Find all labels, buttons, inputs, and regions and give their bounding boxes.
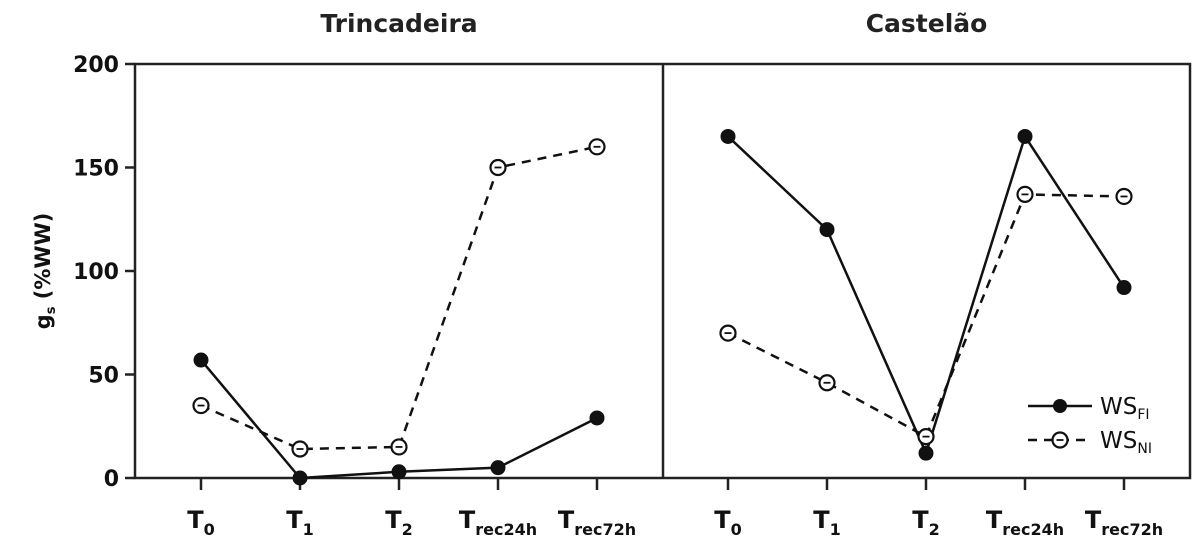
legend: WSFI WSNI — [1028, 394, 1152, 457]
x-label-1-2: T2 — [385, 506, 413, 539]
x-label-1-3: Trec24h — [459, 506, 537, 539]
point-1-WS_FI-2 — [391, 464, 407, 480]
x-label-2-0: T0 — [714, 506, 742, 539]
x-label-1-0: T0 — [187, 506, 215, 539]
y-tick-label-0: 0 — [104, 467, 119, 492]
series-line-1-WS_NI — [200, 145, 598, 451]
point-1-WS_FI-4 — [589, 410, 605, 426]
legend-marker-0 — [1053, 399, 1067, 413]
text-layer: 0 50 100 150 200 gs (%WW) Trincadeira T0 T1 T2 Tre… — [31, 9, 1163, 539]
x-label-1-1: T1 — [286, 506, 314, 539]
x-label-2-3: Trec24h — [986, 506, 1064, 539]
y-tick-label-50: 50 — [88, 364, 119, 389]
y-axis-title: gs (%WW) — [31, 213, 59, 330]
x-label-1-4: Trec72h — [558, 506, 636, 539]
y-tick-label-150: 150 — [73, 157, 119, 182]
legend-label-0: WSFI — [1100, 394, 1150, 423]
point-2-WS_FI-3 — [1017, 128, 1033, 144]
x-label-2-1: T1 — [813, 506, 841, 539]
point-1-WS_FI-0 — [193, 352, 209, 368]
point-2-WS_FI-2 — [918, 445, 934, 461]
point-1-WS_FI-3 — [490, 460, 506, 476]
series-line-1-WS_FI — [200, 359, 598, 480]
y-tick-label-100: 100 — [73, 260, 119, 285]
series-line-2-WS_NI — [727, 193, 1125, 439]
point-2-WS_FI-1 — [819, 222, 835, 238]
point-2-WS_FI-0 — [720, 128, 736, 144]
x-label-2-2: T2 — [912, 506, 940, 539]
point-1-WS_FI-1 — [292, 470, 308, 486]
panel-title-2: Castelão — [866, 9, 988, 38]
x-label-2-4: Trec72h — [1085, 506, 1163, 539]
series-layer — [192, 128, 1133, 486]
axes-layer — [125, 62, 1192, 490]
panel-title-1: Trincadeira — [320, 9, 477, 38]
legend-label-1: WSNI — [1100, 428, 1152, 457]
point-2-WS_FI-4 — [1116, 280, 1132, 296]
y-tick-label-200: 200 — [73, 53, 119, 78]
